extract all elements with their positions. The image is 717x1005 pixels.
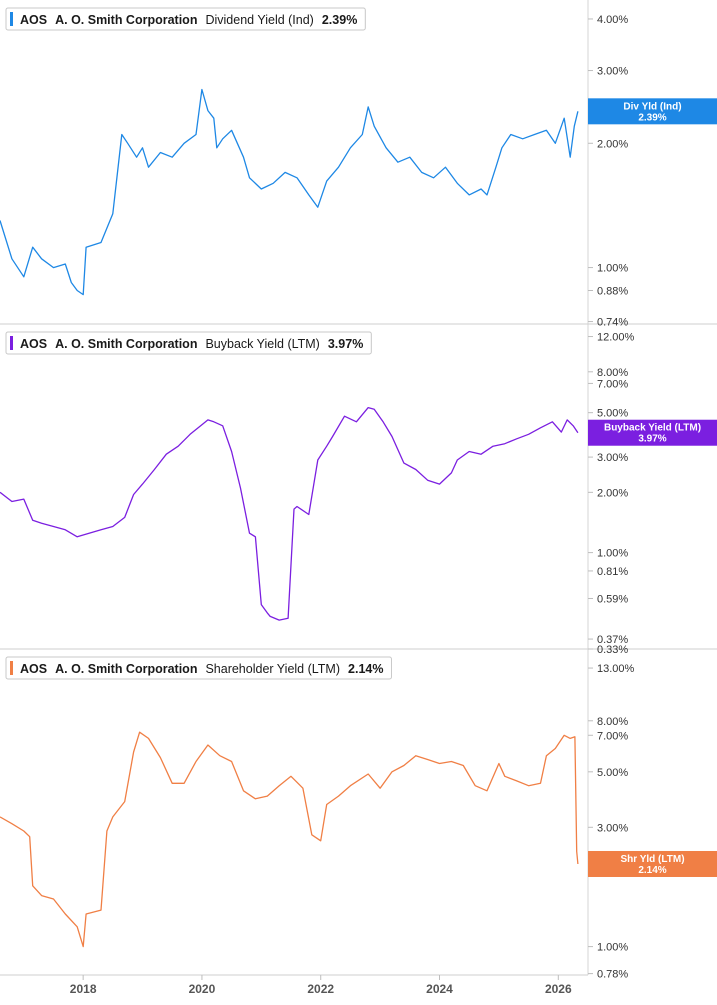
y-tick-label: 5.00% [597, 408, 628, 420]
y-tick-label: 8.00% [597, 367, 628, 379]
title-box [5, 331, 372, 355]
y-tick-label: 0.78% [597, 969, 628, 981]
metric-name: Buyback Yield (LTM) [205, 337, 319, 351]
y-tick-label: 1.00% [597, 548, 628, 560]
x-tick-label: 2020 [189, 982, 216, 996]
panel-3: 13.00%8.00%7.00%5.00%3.00%1.00%0.78%AOS A… [0, 656, 717, 981]
y-tick-label: 8.00% [597, 716, 628, 728]
x-tick-label: 2026 [545, 982, 572, 996]
series-line [0, 406, 579, 621]
ticker-label: AOS [20, 13, 47, 27]
company-name: A. O. Smith Corporation [55, 13, 197, 27]
y-tick-label: 2.00% [597, 138, 628, 150]
ticker-label: AOS [20, 662, 47, 676]
series-color-swatch [10, 336, 13, 350]
company-name: A. O. Smith Corporation [55, 662, 197, 676]
panel-1: 4.00% 3.00% 2.00% 1.00% 0.88% 0.74% AOS A. O. S… [0, 7, 717, 329]
y-tick-label: 0.74% [597, 317, 628, 329]
badge-line: Shr Yld (LTM) [620, 854, 684, 865]
badge-line: 2.14% [638, 865, 666, 876]
y-tick-label: 5.00% [597, 767, 628, 779]
y-tick-label: 0.37% [597, 634, 628, 646]
x-tick-label: 2022 [307, 982, 334, 996]
y-tick-label: 3.00% [597, 822, 628, 834]
company-name: A. O. Smith Corporation [55, 337, 197, 351]
series-color-swatch [10, 661, 13, 675]
x-axis: 2018 2020 2022 2024 2026 [70, 975, 572, 996]
ticker-label: AOS [20, 337, 47, 351]
y-tick-label: 0.59% [597, 593, 628, 605]
series-line [0, 731, 579, 948]
current-value-badge: Shr Yld (LTM)2.14% [588, 850, 717, 877]
badge-line: 2.39% [638, 112, 666, 123]
series-color-swatch [10, 12, 13, 26]
metric-name: Shareholder Yield (LTM) [205, 662, 340, 676]
title-box [5, 656, 392, 680]
y-tick-label: 3.00% [597, 66, 628, 78]
x-tick-label: 2024 [426, 982, 453, 996]
panel-title: AOS A. O. Smith Corporation Dividend Yield… [5, 7, 366, 31]
y-tick-label: 2.00% [597, 487, 628, 499]
panel-2: 12.00% 8.00%7.00% 5.00% 3.00% 2.00% 1.00% 0.81… [0, 331, 717, 656]
y-tick-label: 7.00% [597, 378, 628, 390]
current-value: 2.39% [322, 13, 357, 27]
badge-background [588, 850, 717, 877]
y-tick-label: 7.00% [597, 730, 628, 742]
y-tick-label: 3.00% [597, 452, 628, 464]
metric-name: Dividend Yield (Ind) [205, 13, 313, 27]
badge-background [588, 98, 717, 125]
y-tick-label: 4.00% [597, 14, 628, 26]
y-tick-label: 0.88% [597, 285, 628, 297]
y-tick-label: 0.81% [597, 566, 628, 578]
y-tick-label: 1.00% [597, 942, 628, 954]
badge-line: 3.97% [638, 434, 666, 445]
y-tick-label: 1.00% [597, 263, 628, 275]
current-value-badge: Div Yld (Ind)2.39% [588, 98, 717, 125]
y-tick-label: 0.33% [597, 644, 628, 656]
series-line [0, 88, 579, 296]
y-tick-label: 12.00% [597, 332, 635, 344]
y-tick-label: 13.00% [597, 663, 635, 675]
x-tick-label: 2018 [70, 982, 97, 996]
badge-line: Buyback Yield (LTM) [604, 423, 701, 434]
badge-background [588, 419, 717, 446]
title-box [5, 7, 366, 31]
current-value-badge: Buyback Yield (LTM)3.97% [588, 419, 717, 446]
badge-line: Div Yld (Ind) [623, 101, 681, 112]
panel-title: AOS A. O. Smith Corporation Buyback Yield … [5, 331, 372, 355]
chart-panels: 4.00% 3.00% 2.00% 1.00% 0.88% 0.74% AOS A. O. S… [0, 7, 717, 981]
panel-title: AOS A. O. Smith Corporation Shareholder Yi… [5, 656, 392, 680]
current-value: 3.97% [328, 337, 363, 351]
current-value: 2.14% [348, 662, 383, 676]
